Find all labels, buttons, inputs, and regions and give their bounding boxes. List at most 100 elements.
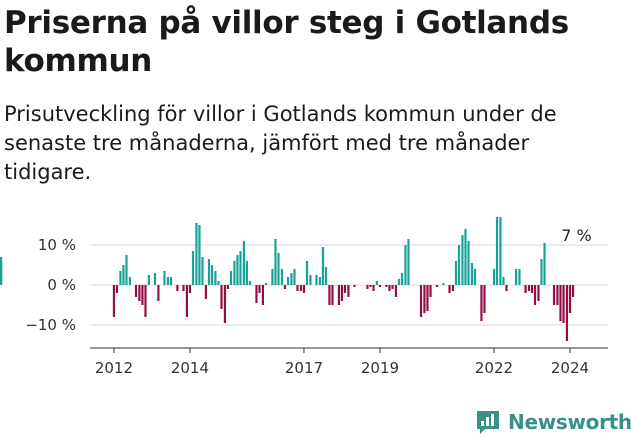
bar [277, 253, 280, 285]
x-tick-label: 2022 [475, 359, 513, 377]
bar [305, 261, 309, 285]
bar [163, 271, 166, 285]
bar [239, 251, 242, 285]
bar [280, 269, 284, 285]
bar [461, 235, 464, 285]
bar [343, 285, 347, 293]
x-tick-label: 2024 [551, 359, 589, 377]
bar [451, 285, 455, 291]
bar [201, 257, 204, 285]
bar [404, 245, 407, 285]
bar [400, 273, 404, 285]
bar [207, 259, 211, 285]
bar [169, 277, 173, 285]
bar [296, 285, 299, 291]
bar [340, 285, 344, 301]
bar [261, 285, 265, 305]
bar [388, 285, 391, 291]
bar [480, 285, 483, 321]
bar [198, 225, 201, 285]
last-value-label: 7 % [561, 226, 591, 245]
bar [467, 241, 470, 285]
bar [543, 243, 546, 285]
bar [255, 285, 258, 303]
bar [299, 285, 303, 291]
bar [537, 285, 540, 301]
y-tick-label: 10 % [38, 236, 76, 254]
bar [324, 267, 328, 285]
bar [147, 275, 150, 285]
bar [347, 285, 350, 297]
bar [448, 285, 451, 293]
bar [115, 285, 119, 293]
bar [565, 285, 569, 341]
bar [223, 285, 227, 323]
bar [220, 285, 223, 309]
bar [229, 271, 233, 285]
bar [518, 269, 521, 285]
bar [258, 285, 261, 293]
bar [429, 285, 432, 297]
annotations: 7 % [561, 226, 591, 245]
bar [125, 255, 128, 285]
bar [321, 247, 325, 285]
bar [562, 285, 565, 323]
bar [366, 285, 369, 289]
bar [122, 265, 125, 285]
bar [369, 285, 372, 287]
bar [514, 269, 518, 285]
bar [492, 269, 496, 285]
bar [153, 273, 157, 285]
brand-name: Newsworthy [508, 410, 631, 434]
bar [210, 265, 214, 285]
x-tick-label: 2017 [285, 359, 323, 377]
x-tick-label: 2014 [171, 359, 209, 377]
bar [0, 257, 3, 285]
bar [571, 285, 575, 297]
bar [166, 277, 169, 285]
bar [530, 285, 534, 293]
y-tick-label: −10 % [25, 316, 76, 334]
bar [378, 285, 382, 287]
bar [375, 281, 379, 285]
x-tick-label: 2012 [95, 359, 133, 377]
bar [271, 269, 274, 285]
bar [144, 285, 147, 317]
bar [435, 285, 439, 287]
bar [423, 285, 426, 313]
bar [248, 281, 252, 285]
bar [204, 285, 208, 299]
y-tick-label: 0 % [47, 276, 76, 294]
bar [264, 283, 268, 285]
bar [426, 285, 429, 311]
bar [226, 285, 230, 289]
bar [556, 285, 559, 305]
bar [505, 285, 508, 291]
bar [176, 285, 179, 291]
bar [302, 285, 306, 293]
bar [309, 275, 312, 285]
bar [442, 283, 445, 285]
bar [483, 285, 486, 313]
bar [394, 285, 398, 297]
bar [353, 285, 356, 287]
bar [552, 285, 556, 305]
bar [128, 277, 131, 285]
bar [182, 285, 185, 291]
chart-title: Priserna på villor steg i Gotlands kommu… [4, 5, 569, 79]
bar [274, 239, 277, 285]
bar [464, 229, 467, 285]
bar [499, 217, 502, 285]
bar [397, 279, 401, 285]
bar [331, 285, 334, 305]
bar [540, 259, 543, 285]
bar [559, 285, 562, 321]
bar [236, 255, 239, 285]
bar [315, 275, 318, 285]
bar [372, 285, 375, 291]
bar [527, 285, 531, 291]
bar [112, 285, 116, 317]
x-tick-label: 2019 [361, 359, 399, 377]
bar [495, 217, 499, 285]
